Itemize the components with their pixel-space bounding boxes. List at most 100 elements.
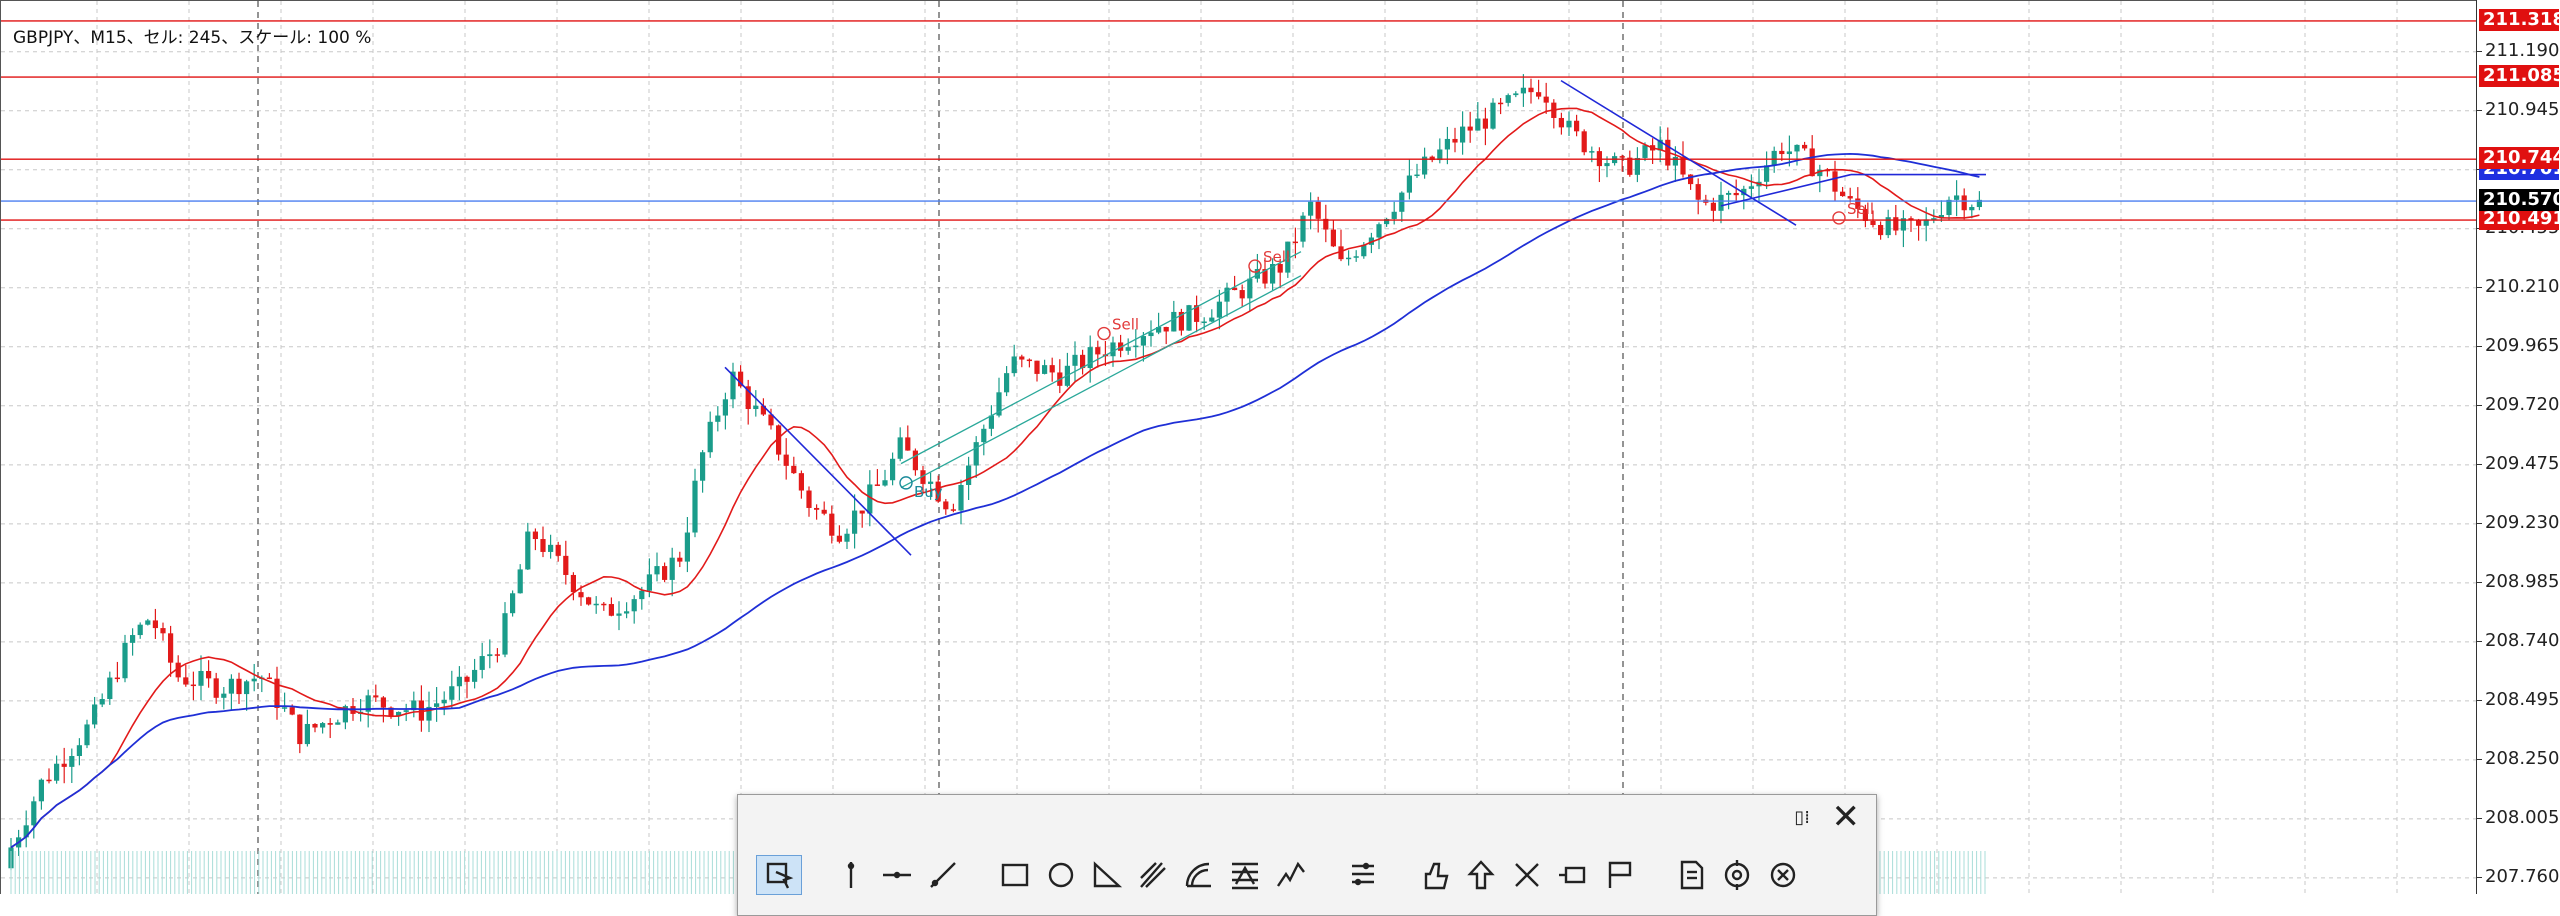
candle-body — [753, 405, 759, 410]
candle-body — [1710, 202, 1716, 211]
candle-body — [1847, 196, 1853, 199]
thumbs-up-icon[interactable] — [1412, 855, 1458, 895]
price-label-icon[interactable] — [1550, 855, 1596, 895]
candle-body — [1399, 192, 1405, 212]
candle-body — [1558, 117, 1564, 128]
candle-body — [715, 415, 721, 422]
candle-body — [1080, 354, 1086, 369]
candle-body — [1323, 218, 1329, 230]
candle-body — [297, 714, 303, 745]
price-chart[interactable]: Sell Sell Sell Buy — [1, 1, 2476, 894]
candle-body — [107, 677, 113, 700]
cross-icon[interactable] — [1504, 855, 1550, 895]
candle-body — [646, 574, 652, 591]
select-cursor-icon[interactable] — [756, 855, 802, 895]
pitchfork-icon[interactable] — [1130, 855, 1176, 895]
candle-body — [1748, 186, 1754, 189]
toolbar-titlebar[interactable]: ▯⁞ ✕ — [738, 795, 1876, 841]
trade-marker — [1832, 211, 1846, 225]
cancel-circle-icon[interactable] — [1760, 855, 1806, 895]
pin-icon[interactable]: ▯⁞ — [1794, 807, 1810, 828]
candle-body — [1976, 199, 1982, 208]
current-price-tag: 210.570 — [2479, 189, 2560, 212]
candle-body — [1528, 87, 1534, 93]
moving-average-slow — [10, 152, 1980, 849]
candle-body — [1946, 199, 1952, 216]
candle-body — [1216, 301, 1222, 318]
drawing-toolbar[interactable]: ▯⁞ ✕ — [737, 794, 1877, 916]
candle-body — [1422, 156, 1428, 175]
fibonacci-levels-icon[interactable] — [1340, 855, 1386, 895]
price-level-tag: 211.085 — [2479, 65, 2560, 87]
price-tick-label: 210.210 — [2485, 275, 2560, 297]
ellipse-icon[interactable] — [1038, 855, 1084, 895]
candle-body — [814, 507, 820, 510]
toolbar-tools — [756, 855, 1806, 895]
candle-body — [1292, 241, 1298, 244]
candle-body — [791, 465, 797, 474]
price-tick-label: 211.190 — [2485, 39, 2560, 61]
rectangle-icon[interactable] — [992, 855, 1038, 895]
candle-body — [996, 392, 1002, 416]
candle-body — [1634, 157, 1640, 175]
trend-line — [1560, 79, 1797, 226]
candle-body — [783, 454, 789, 466]
candle-body — [1072, 354, 1078, 366]
arrow-up-icon[interactable] — [1458, 855, 1504, 895]
price-tick-mark — [2477, 404, 2482, 406]
trend-line-icon[interactable] — [920, 855, 966, 895]
price-tick-label: 210.945 — [2485, 98, 2560, 120]
candle-body — [844, 533, 850, 542]
candle-body — [806, 490, 812, 508]
candle-body — [1885, 217, 1891, 236]
candle-body — [684, 532, 690, 562]
candle-body — [1414, 174, 1420, 177]
candle-body — [160, 628, 166, 634]
candle-body — [1786, 151, 1792, 155]
price-tick-mark — [2477, 640, 2482, 642]
vertical-line-icon[interactable] — [828, 855, 874, 895]
horizontal-line-icon[interactable] — [874, 855, 920, 895]
candle-body — [365, 695, 371, 712]
chart-area[interactable]: Sell Sell Sell Buy GBPJPY、M15、セル: 245、スケール:… — [0, 0, 2476, 894]
candle-body — [950, 509, 956, 511]
candle-body — [1954, 195, 1960, 200]
candle-body — [221, 693, 227, 698]
candle-body — [1809, 148, 1815, 177]
candle-body — [418, 700, 424, 721]
candle-body — [1733, 192, 1739, 196]
close-icon[interactable]: ✕ — [1831, 797, 1861, 837]
candle-body — [1589, 151, 1595, 153]
candle-body — [532, 531, 538, 540]
candle-body — [1224, 287, 1230, 302]
candle-body — [1178, 311, 1184, 331]
triangle-icon[interactable] — [1084, 855, 1130, 895]
toolbar-separator — [1642, 855, 1668, 895]
price-tick-mark — [2477, 522, 2482, 524]
candle-body — [1862, 208, 1868, 221]
candle-body — [1764, 165, 1770, 182]
candle-body — [1520, 87, 1526, 94]
candle-body — [1026, 359, 1032, 362]
fibonacci-fan-icon[interactable] — [1222, 855, 1268, 895]
candle-body — [958, 484, 964, 511]
candle-body — [1308, 201, 1314, 216]
price-axis[interactable]: 211.190210.945210.700210.455210.210209.9… — [2476, 0, 2560, 894]
fibonacci-arc-icon[interactable] — [1176, 855, 1222, 895]
candle-body — [745, 386, 751, 410]
candle-body — [206, 670, 212, 679]
document-icon[interactable] — [1668, 855, 1714, 895]
candle-body — [821, 509, 827, 514]
elliott-wave-icon[interactable] — [1268, 855, 1314, 895]
candle-body — [411, 700, 417, 711]
price-tick-mark — [2477, 581, 2482, 583]
candle-body — [1695, 184, 1701, 200]
candle-body — [441, 699, 447, 704]
candle-body — [1209, 317, 1215, 322]
candle-body — [639, 590, 645, 600]
candle-body — [1429, 156, 1435, 161]
candle-body — [502, 613, 508, 655]
target-icon[interactable] — [1714, 855, 1760, 895]
candle-body — [122, 642, 128, 679]
flag-icon[interactable] — [1596, 855, 1642, 895]
